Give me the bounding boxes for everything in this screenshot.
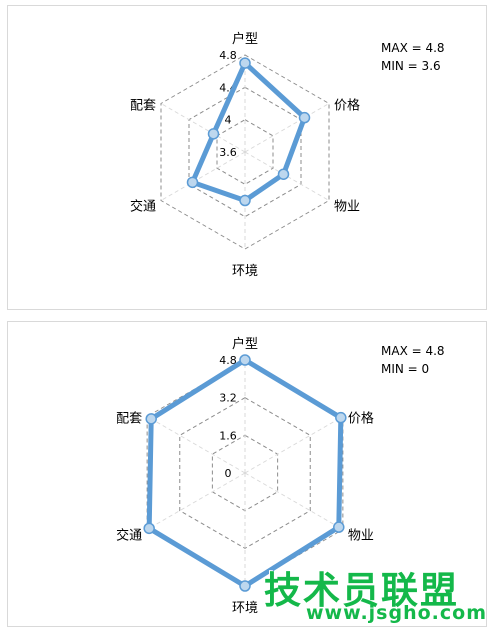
grid-spoke-5 — [160, 103, 246, 153]
tick-label: 4.8 — [219, 49, 237, 62]
data-point-0 — [239, 354, 251, 366]
chart-1-min-label: MIN = 3.6 — [381, 59, 441, 73]
tick-label: 4.8 — [219, 354, 237, 367]
grid-spoke-5 — [146, 416, 246, 474]
category-label: 物业 — [348, 529, 374, 544]
data-point-0 — [239, 57, 251, 69]
category-label: 户型 — [232, 336, 258, 352]
grid-ring-2 — [179, 397, 311, 549]
category-label: 价格 — [334, 98, 360, 114]
category-label: 物业 — [334, 200, 360, 215]
data-point-3 — [239, 580, 251, 592]
data-point-1 — [298, 111, 311, 124]
category-label: 配套 — [116, 411, 142, 427]
data-point-5 — [145, 413, 157, 425]
watermark-title: 技术员联盟 — [264, 569, 459, 612]
grid-spoke-2 — [244, 151, 330, 201]
chart-1-range-note: MAX = 4.8 MIN = 3.6 — [381, 39, 445, 75]
data-point-2 — [333, 521, 345, 533]
watermark-url: www.jsgho.com — [306, 602, 487, 624]
data-point-5 — [207, 128, 220, 140]
radar-chart-panel-1: 3.6 4 4.4 4.8 户型 价格 物业 环境 交通 配套 MAX = 4.8 MIN = 3… — [7, 5, 487, 310]
chart-2-range-note: MAX = 4.8 MIN = 0 — [381, 342, 445, 378]
category-label: 配套 — [130, 98, 156, 114]
radar-chart-panel-2: 0 1.6 3.2 4.8 户型价格物业环境 交通 配套 MAX = 4.8 MIN = 0 — [7, 321, 487, 627]
category-label: 户型 — [232, 31, 258, 47]
category-label: 价格 — [348, 411, 374, 427]
grid-spoke-4 — [160, 151, 246, 201]
tick-label: 4 — [225, 114, 232, 127]
grid-spoke-1 — [244, 103, 330, 153]
category-label: 交通 — [130, 199, 156, 215]
tick-label: 3.6 — [219, 146, 237, 159]
category-label: 环境 — [232, 264, 258, 279]
data-point-1 — [335, 411, 347, 424]
data-point-2 — [277, 168, 290, 180]
grid-spoke-1 — [244, 416, 344, 474]
chart-2-min-label: MIN = 0 — [381, 362, 430, 376]
category-label: 交通 — [116, 528, 142, 544]
watermark-logo: 技术员联盟 www.jsgho.com — [264, 560, 492, 630]
data-point-4 — [186, 176, 199, 189]
category-label: 环境 — [232, 601, 258, 616]
tick-label: 0 — [225, 467, 232, 480]
data-point-3 — [239, 194, 251, 207]
chart-1-max-label: MAX = 4.8 — [381, 41, 445, 55]
grid-ring-3 — [160, 54, 330, 250]
grid-spoke-4 — [146, 472, 246, 530]
chart-2-max-label: MAX = 4.8 — [381, 344, 445, 358]
grid-spoke-2 — [244, 472, 344, 530]
data-point-4 — [143, 522, 155, 535]
tick-label: 1.6 — [219, 429, 237, 442]
tick-label: 3.2 — [219, 392, 237, 405]
